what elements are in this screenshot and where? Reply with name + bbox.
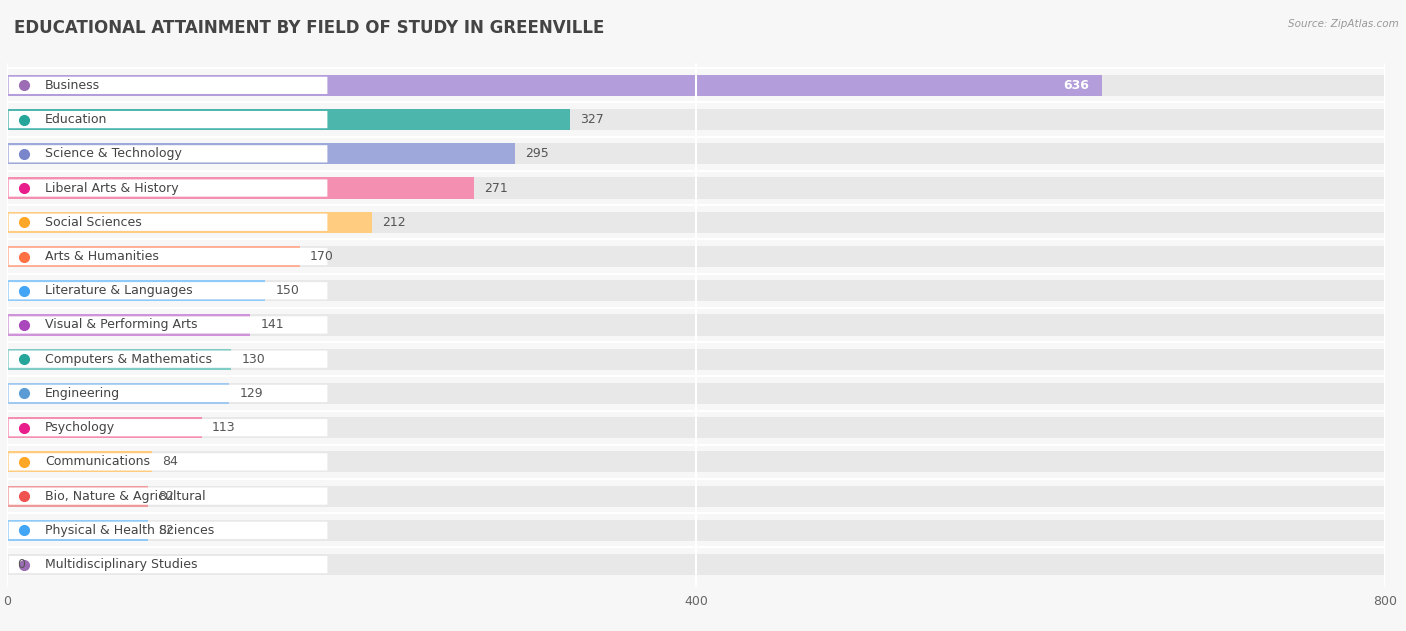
Text: 295: 295 bbox=[526, 147, 550, 160]
Bar bbox=[7, 520, 148, 541]
Bar bbox=[7, 211, 1385, 233]
Bar bbox=[7, 485, 1385, 507]
Bar bbox=[7, 143, 515, 165]
Text: Liberal Arts & History: Liberal Arts & History bbox=[45, 182, 179, 194]
Text: 82: 82 bbox=[159, 524, 174, 537]
Text: 636: 636 bbox=[1063, 79, 1088, 92]
Text: Visual & Performing Arts: Visual & Performing Arts bbox=[45, 319, 197, 331]
Text: 271: 271 bbox=[484, 182, 508, 194]
Text: Education: Education bbox=[45, 113, 107, 126]
Text: Science & Technology: Science & Technology bbox=[45, 147, 181, 160]
Text: 170: 170 bbox=[311, 250, 335, 263]
Bar bbox=[7, 211, 373, 233]
Bar bbox=[7, 383, 1385, 404]
Text: Literature & Languages: Literature & Languages bbox=[45, 284, 193, 297]
Text: EDUCATIONAL ATTAINMENT BY FIELD OF STUDY IN GREENVILLE: EDUCATIONAL ATTAINMENT BY FIELD OF STUDY… bbox=[14, 19, 605, 37]
Bar bbox=[7, 417, 1385, 439]
Text: 327: 327 bbox=[581, 113, 605, 126]
Text: 84: 84 bbox=[162, 456, 179, 468]
FancyBboxPatch shape bbox=[8, 488, 328, 505]
Text: Source: ZipAtlas.com: Source: ZipAtlas.com bbox=[1288, 19, 1399, 29]
Text: Social Sciences: Social Sciences bbox=[45, 216, 142, 229]
Text: Bio, Nature & Agricultural: Bio, Nature & Agricultural bbox=[45, 490, 205, 503]
Bar bbox=[7, 246, 299, 267]
FancyBboxPatch shape bbox=[8, 316, 328, 334]
FancyBboxPatch shape bbox=[8, 77, 328, 94]
Bar bbox=[7, 280, 1385, 302]
FancyBboxPatch shape bbox=[8, 179, 328, 197]
Bar bbox=[7, 314, 250, 336]
Text: Multidisciplinary Studies: Multidisciplinary Studies bbox=[45, 558, 197, 571]
Text: 113: 113 bbox=[212, 421, 236, 434]
Text: 150: 150 bbox=[276, 284, 299, 297]
Bar bbox=[7, 383, 229, 404]
Text: 0: 0 bbox=[17, 558, 25, 571]
Bar bbox=[7, 177, 474, 199]
Text: Engineering: Engineering bbox=[45, 387, 120, 400]
Bar bbox=[7, 485, 148, 507]
Text: 129: 129 bbox=[239, 387, 263, 400]
FancyBboxPatch shape bbox=[8, 145, 328, 162]
Bar bbox=[7, 74, 1102, 96]
Text: 130: 130 bbox=[242, 353, 264, 366]
Text: Communications: Communications bbox=[45, 456, 150, 468]
Bar bbox=[7, 451, 152, 473]
Bar bbox=[7, 246, 1385, 267]
FancyBboxPatch shape bbox=[8, 111, 328, 128]
Bar bbox=[7, 177, 1385, 199]
Text: 82: 82 bbox=[159, 490, 174, 503]
FancyBboxPatch shape bbox=[8, 248, 328, 265]
Text: 141: 141 bbox=[260, 319, 284, 331]
FancyBboxPatch shape bbox=[8, 453, 328, 471]
Bar bbox=[7, 451, 1385, 473]
Bar bbox=[7, 554, 1385, 575]
FancyBboxPatch shape bbox=[8, 385, 328, 402]
FancyBboxPatch shape bbox=[8, 214, 328, 231]
Bar bbox=[7, 74, 1385, 96]
Text: Arts & Humanities: Arts & Humanities bbox=[45, 250, 159, 263]
Bar bbox=[7, 109, 571, 130]
FancyBboxPatch shape bbox=[8, 351, 328, 368]
Text: Computers & Mathematics: Computers & Mathematics bbox=[45, 353, 212, 366]
FancyBboxPatch shape bbox=[8, 556, 328, 573]
FancyBboxPatch shape bbox=[8, 282, 328, 299]
Bar bbox=[7, 143, 1385, 165]
Bar bbox=[7, 417, 201, 439]
Bar bbox=[7, 348, 231, 370]
Text: Business: Business bbox=[45, 79, 100, 92]
Bar bbox=[7, 280, 266, 302]
FancyBboxPatch shape bbox=[8, 522, 328, 539]
Text: 212: 212 bbox=[382, 216, 406, 229]
FancyBboxPatch shape bbox=[8, 419, 328, 436]
Bar bbox=[7, 348, 1385, 370]
Text: Physical & Health Sciences: Physical & Health Sciences bbox=[45, 524, 214, 537]
Text: Psychology: Psychology bbox=[45, 421, 115, 434]
Bar bbox=[7, 520, 1385, 541]
Bar bbox=[7, 314, 1385, 336]
Bar bbox=[7, 109, 1385, 130]
